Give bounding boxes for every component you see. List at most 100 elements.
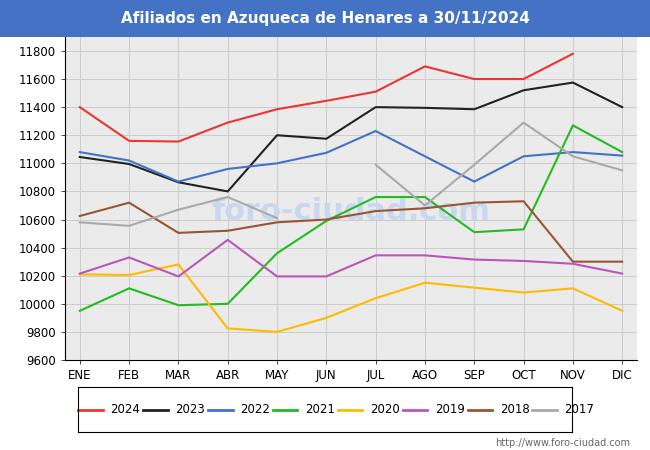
2017 [618, 168, 626, 173]
2019 [471, 257, 478, 262]
2018 [372, 208, 380, 214]
2020 [322, 315, 330, 320]
2024 [125, 138, 133, 144]
2023 [618, 104, 626, 110]
2021 [273, 251, 281, 256]
2018 [421, 206, 429, 211]
2019 [174, 274, 182, 279]
2022 [618, 153, 626, 158]
2017 [471, 162, 478, 167]
2022 [520, 153, 528, 159]
2019 [273, 274, 281, 279]
Text: 2021: 2021 [305, 403, 335, 416]
2021 [421, 194, 429, 200]
2020 [76, 272, 84, 277]
Text: 2023: 2023 [175, 403, 205, 416]
2019 [224, 237, 231, 243]
2024 [421, 64, 429, 69]
2024 [569, 51, 577, 56]
Line: 2017: 2017 [80, 122, 622, 226]
2022 [224, 166, 231, 171]
2019 [618, 271, 626, 276]
2022 [569, 149, 577, 155]
Line: 2022: 2022 [80, 131, 622, 182]
Text: 2019: 2019 [435, 403, 465, 416]
2022 [273, 161, 281, 166]
2019 [520, 258, 528, 264]
2017 [421, 203, 429, 208]
2024 [322, 98, 330, 104]
2023 [372, 104, 380, 110]
2021 [618, 149, 626, 155]
2017 [569, 153, 577, 159]
2017 [273, 216, 281, 221]
2023 [569, 80, 577, 85]
Line: 2020: 2020 [80, 265, 622, 332]
2021 [224, 301, 231, 306]
2019 [372, 252, 380, 258]
2021 [76, 308, 84, 314]
2018 [76, 213, 84, 219]
Line: 2024: 2024 [80, 54, 573, 142]
2018 [520, 198, 528, 204]
2020 [224, 326, 231, 331]
2023 [224, 189, 231, 194]
2018 [471, 200, 478, 205]
2020 [174, 262, 182, 267]
2021 [569, 123, 577, 128]
2022 [421, 153, 429, 159]
Text: http://www.foro-ciudad.com: http://www.foro-ciudad.com [495, 438, 630, 448]
Text: Afiliados en Azuqueca de Henares a 30/11/2024: Afiliados en Azuqueca de Henares a 30/11… [120, 11, 530, 26]
Text: 2024: 2024 [110, 403, 140, 416]
2021 [174, 302, 182, 308]
2017 [372, 162, 380, 167]
2023 [273, 133, 281, 138]
2023 [322, 136, 330, 141]
2024 [174, 139, 182, 144]
2022 [322, 150, 330, 156]
Text: 2022: 2022 [240, 403, 270, 416]
Text: 2020: 2020 [370, 403, 400, 416]
2024 [471, 76, 478, 82]
2020 [421, 280, 429, 285]
Text: 2017: 2017 [565, 403, 595, 416]
2018 [322, 217, 330, 222]
2024 [520, 76, 528, 82]
2018 [224, 228, 231, 234]
2017 [174, 207, 182, 212]
2024 [224, 120, 231, 125]
2019 [76, 271, 84, 276]
2017 [125, 223, 133, 229]
Line: 2019: 2019 [80, 240, 622, 276]
2020 [372, 296, 380, 301]
2017 [520, 120, 528, 125]
2022 [76, 149, 84, 155]
2018 [569, 259, 577, 264]
2020 [273, 329, 281, 335]
2023 [174, 180, 182, 185]
2024 [76, 104, 84, 110]
2017 [224, 194, 231, 200]
2019 [569, 261, 577, 266]
2018 [125, 200, 133, 205]
2021 [322, 218, 330, 224]
2021 [372, 194, 380, 200]
2023 [125, 162, 133, 167]
2021 [520, 227, 528, 232]
2021 [471, 230, 478, 235]
2020 [618, 308, 626, 314]
Line: 2023: 2023 [80, 82, 622, 191]
2024 [372, 89, 380, 94]
2024 [273, 107, 281, 112]
2019 [322, 274, 330, 279]
2020 [125, 272, 133, 278]
2018 [273, 220, 281, 225]
2017 [76, 220, 84, 225]
2023 [471, 107, 478, 112]
Line: 2021: 2021 [80, 126, 622, 311]
2018 [174, 230, 182, 235]
Text: foro-ciudad.com: foro-ciudad.com [211, 197, 491, 226]
2020 [520, 290, 528, 295]
2022 [125, 158, 133, 163]
2018 [618, 259, 626, 264]
